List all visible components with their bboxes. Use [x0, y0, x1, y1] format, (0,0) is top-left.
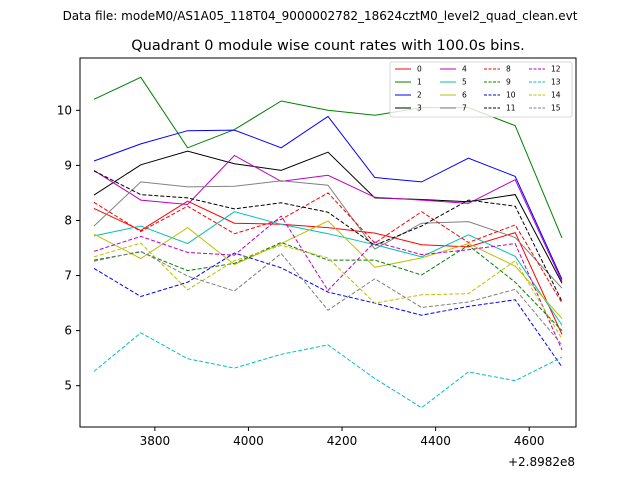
legend-label-14: 14: [551, 91, 561, 100]
data-file-label: Data file: modeM0/AS1A05_118T04_90000027…: [63, 9, 578, 23]
series-line-9: [93, 241, 563, 331]
series-line-6: [93, 220, 563, 319]
x-tick-label: 4200: [327, 434, 358, 448]
y-axis: 5 6 7 8 9 10: [57, 103, 80, 393]
series-line-4: [93, 154, 563, 282]
series-line-2: [93, 115, 563, 280]
y-tick-label: 10: [57, 103, 72, 117]
y-tick-label: 8: [64, 213, 72, 227]
x-tick-label: 4400: [420, 434, 451, 448]
series-line-15: [93, 250, 563, 346]
plot-area-frame: [79, 57, 577, 428]
series-line-13: [93, 332, 563, 409]
legend-label-7: 7: [462, 104, 467, 113]
chart-title: Quadrant 0 module wise count rates with …: [131, 38, 525, 54]
legend-label-15: 15: [551, 104, 561, 113]
series-line-12: [93, 215, 563, 351]
legend-label-10: 10: [506, 91, 516, 100]
series-line-11: [93, 170, 563, 302]
legend-label-12: 12: [551, 65, 561, 74]
x-offset-label: +2.8982e8: [508, 455, 575, 469]
legend-label-2: 2: [417, 91, 422, 100]
series-line-3: [93, 150, 563, 284]
x-tick-label: 4000: [233, 434, 264, 448]
legend-label-8: 8: [506, 65, 511, 74]
legend-label-3: 3: [417, 104, 422, 113]
legend-label-1: 1: [417, 78, 422, 87]
legend-label-5: 5: [462, 78, 467, 87]
series-line-7: [93, 180, 563, 289]
x-tick-label: 4600: [514, 434, 545, 448]
x-tick-label: 3800: [140, 434, 171, 448]
plot-lines: [93, 76, 563, 409]
y-tick-label: 5: [64, 379, 72, 393]
y-tick-label: 6: [64, 324, 72, 338]
legend-label-9: 9: [506, 78, 511, 87]
legend-label-4: 4: [462, 65, 467, 74]
series-line-8: [93, 192, 563, 304]
legend-label-13: 13: [551, 78, 561, 87]
y-tick-label: 7: [64, 269, 72, 283]
y-tick-label: 9: [64, 158, 72, 172]
series-line-14: [93, 242, 563, 340]
series-line-10: [93, 252, 563, 368]
legend-label-11: 11: [506, 104, 516, 113]
series-line-5: [93, 211, 563, 326]
legend-label-6: 6: [462, 91, 467, 100]
legend-label-0: 0: [417, 65, 422, 74]
legend-frame: [389, 61, 573, 118]
x-axis: 3800 4000 4200 4400 4600: [140, 427, 545, 448]
